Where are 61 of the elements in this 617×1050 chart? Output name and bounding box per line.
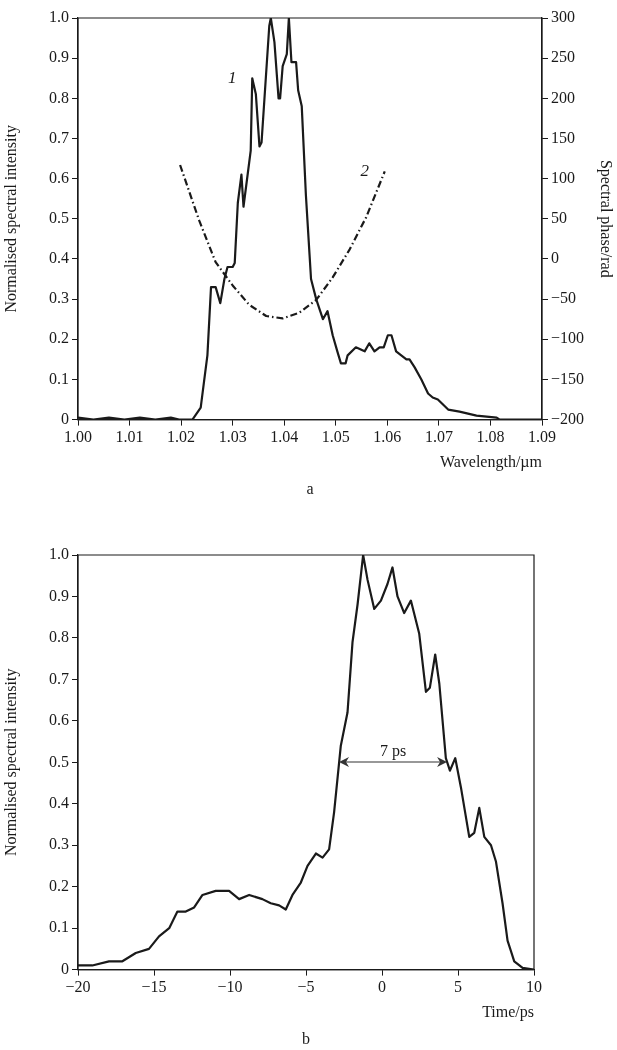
- x-axis-title: Time/ps: [482, 1002, 534, 1021]
- text: b: [302, 1030, 310, 1048]
- y2-tick-label: 200: [551, 88, 575, 106]
- y-tick-label: 0.4: [49, 793, 69, 811]
- x-tick-label: 1.03: [218, 428, 247, 446]
- y-tick-label: 0.1: [49, 918, 69, 936]
- y-tick-label: 0.3: [49, 289, 69, 307]
- y2-axis-title: Spectral phase/rad: [597, 159, 616, 278]
- x-axis-title: Wavelength/µm: [439, 452, 543, 471]
- y-tick-label: 0.5: [49, 752, 69, 770]
- x-tick-label: 1.01: [115, 428, 144, 446]
- y-tick-label: 0.5: [49, 209, 69, 226]
- y-tick-label: 0.8: [49, 628, 69, 646]
- x-tick-label: 1.05: [321, 428, 350, 446]
- y-tick-label: 0.9: [49, 586, 69, 604]
- y2-tick-label: 100: [551, 168, 575, 186]
- y-tick-label: 0.2: [49, 329, 69, 347]
- x-tick-label: −20: [65, 978, 91, 996]
- x-tick-label: 10: [526, 978, 542, 996]
- y-axis-title: Normalised spectral intensity: [1, 668, 20, 857]
- x-tick-label: 1.02: [167, 428, 196, 446]
- y2-tick-label: −200: [551, 409, 585, 427]
- y2-tick-label: 0: [551, 249, 559, 267]
- y-tick-label: 0.7: [49, 128, 69, 146]
- series-label: 2: [360, 160, 370, 180]
- y2-tick-label: −100: [551, 329, 585, 347]
- y-tick-label: 0.3: [49, 835, 69, 853]
- x-tick-label: −15: [141, 978, 167, 996]
- x-tick-label: 1.00: [64, 428, 92, 446]
- y-tick-label: 0.6: [49, 711, 69, 729]
- y2-tick-label: −150: [551, 369, 585, 387]
- y-axis-title: Normalised spectral intensity: [1, 125, 20, 313]
- annotation: 7 ps: [380, 741, 407, 760]
- y-tick-label: 0.8: [49, 88, 69, 106]
- x-tick-label: 5: [454, 978, 462, 996]
- x-tick-label: 0: [378, 978, 386, 996]
- text: a: [306, 480, 314, 498]
- y2-tick-label: 300: [551, 8, 575, 26]
- x-tick-label: 1.06: [373, 428, 402, 446]
- y-tick-label: 0.7: [49, 669, 69, 687]
- x-tick-label: 1.08: [476, 428, 505, 446]
- y-tick-label: 0.6: [49, 168, 69, 186]
- y2-tick-label: 250: [551, 48, 575, 66]
- series-label: 1: [228, 67, 237, 87]
- y-tick-label: 1.0: [49, 545, 69, 563]
- y2-tick-label: 150: [551, 128, 575, 146]
- y-tick-label: 0.2: [49, 876, 69, 894]
- y-tick-label: 1.0: [49, 8, 69, 26]
- x-tick-label: 1.04: [270, 428, 299, 446]
- y-tick-label: 0: [61, 409, 69, 427]
- y-tick-label: 0.4: [49, 249, 69, 267]
- x-tick-label: −10: [217, 978, 243, 996]
- y2-tick-label: 50: [551, 209, 567, 226]
- y-tick-label: 0: [61, 959, 69, 977]
- line-series: [178, 163, 386, 320]
- x-tick-label: 1.07: [424, 428, 453, 446]
- x-tick-label: −5: [297, 978, 315, 996]
- y-tick-label: 0.1: [49, 369, 69, 387]
- y2-tick-label: −50: [551, 289, 577, 307]
- x-tick-label: 1.09: [528, 428, 556, 446]
- y-tick-label: 0.9: [49, 48, 69, 66]
